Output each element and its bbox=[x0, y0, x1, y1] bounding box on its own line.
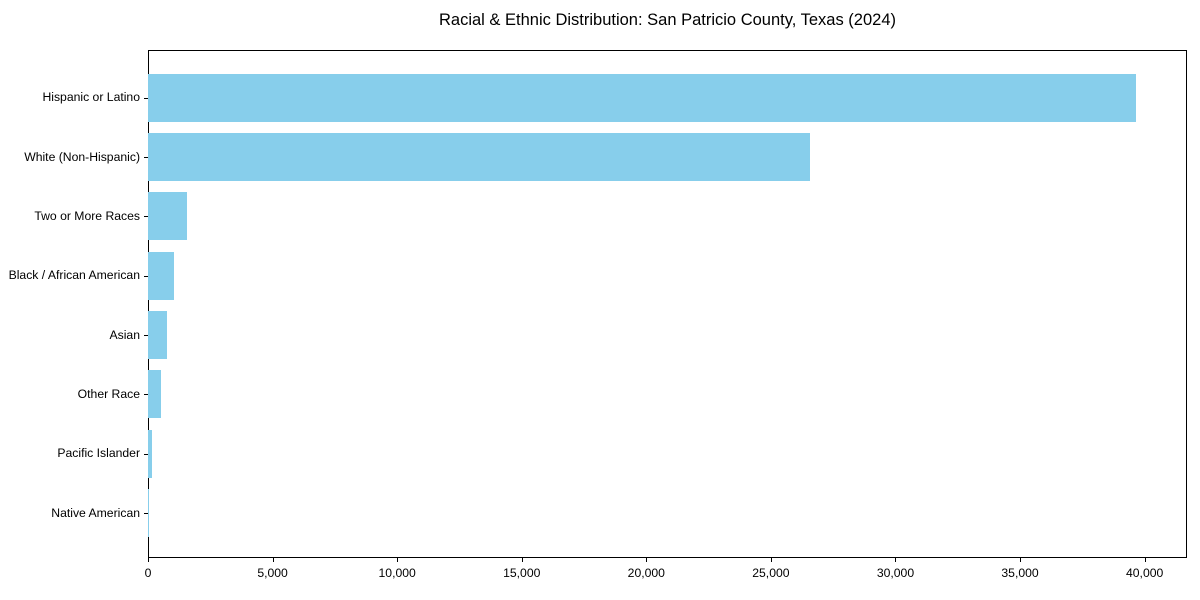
y-tick-mark bbox=[144, 216, 148, 217]
bar-black-african-american bbox=[148, 251, 175, 300]
y-tick-mark bbox=[144, 513, 148, 514]
y-tick-label: Pacific Islander bbox=[57, 446, 140, 461]
y-tick-label: Hispanic or Latino bbox=[42, 90, 140, 105]
x-tick-label: 10,000 bbox=[378, 566, 416, 580]
x-tick-mark bbox=[646, 558, 647, 562]
y-tick-mark bbox=[144, 276, 148, 277]
x-tick-mark bbox=[148, 558, 149, 562]
y-tick-label: Black / African American bbox=[8, 268, 140, 283]
x-tick-label: 0 bbox=[144, 566, 152, 580]
bar-native-american bbox=[148, 489, 149, 537]
y-tick-label: White (Non-Hispanic) bbox=[24, 149, 140, 164]
y-tick-mark bbox=[144, 335, 148, 336]
y-tick-mark bbox=[144, 454, 148, 455]
x-tick-mark bbox=[771, 558, 772, 562]
y-tick-label: Two or More Races bbox=[34, 208, 140, 223]
bar-pacific-islander bbox=[148, 429, 152, 478]
chart-title: Racial & Ethnic Distribution: San Patric… bbox=[438, 11, 897, 29]
y-tick-label: Native American bbox=[51, 505, 140, 520]
x-tick-label: 30,000 bbox=[876, 566, 915, 580]
y-tick-mark bbox=[144, 98, 148, 99]
x-tick-label: 15,000 bbox=[503, 566, 541, 580]
y-tick-mark bbox=[144, 394, 148, 395]
x-tick-label: 40,000 bbox=[1126, 566, 1164, 580]
plot-area bbox=[148, 50, 1187, 558]
bar-asian bbox=[148, 311, 167, 360]
bar-two-or-more-races bbox=[148, 192, 187, 241]
bar-white-non-hispanic bbox=[148, 133, 810, 182]
x-tick-mark bbox=[522, 558, 523, 562]
x-tick-mark bbox=[895, 558, 896, 562]
y-tick-mark bbox=[144, 157, 148, 158]
y-tick-label: Other Race bbox=[77, 386, 140, 401]
x-tick-label: 25,000 bbox=[752, 566, 790, 580]
x-tick-mark bbox=[1020, 558, 1021, 562]
x-tick-label: 20,000 bbox=[627, 566, 665, 580]
y-tick-label: Asian bbox=[109, 327, 141, 342]
x-tick-mark bbox=[397, 558, 398, 562]
x-tick-label: 5,000 bbox=[257, 566, 288, 580]
x-tick-label: 35,000 bbox=[1001, 566, 1039, 580]
bar-hispanic-or-latino bbox=[148, 73, 1136, 122]
x-tick-mark bbox=[1145, 558, 1146, 562]
x-tick-mark bbox=[273, 558, 274, 562]
bar-other-race bbox=[148, 370, 161, 419]
